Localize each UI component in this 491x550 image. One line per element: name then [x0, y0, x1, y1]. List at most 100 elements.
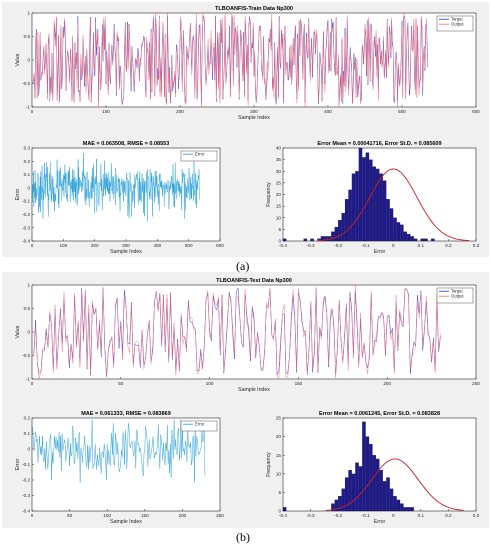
- hist-bar: [369, 159, 373, 242]
- x-tick-label: -0.2: [334, 513, 342, 518]
- x-tick-label: 250: [216, 513, 224, 518]
- y-tick-label: 0: [278, 509, 281, 514]
- y-tick-label: 0: [27, 185, 30, 190]
- chart-title: Error Mean = 0.00041716, Error St.D. = 0…: [317, 141, 441, 147]
- panel-label-b: (b): [236, 530, 250, 544]
- hist-bar: [372, 166, 376, 242]
- legend-label-error: Error: [195, 152, 205, 157]
- x-tick-label: 0: [31, 109, 34, 114]
- x-tick-label: 0.2: [445, 243, 452, 248]
- hist-bar: [424, 238, 428, 242]
- hist-bar: [351, 473, 356, 512]
- y-tick-label: 1: [27, 283, 30, 288]
- hist-bar: [375, 168, 380, 242]
- x-axis-label: Sample Index: [238, 387, 270, 393]
- hist-bar: [403, 507, 407, 512]
- x-tick-label: -0.4: [279, 513, 287, 518]
- x-tick-label: 600: [472, 109, 480, 114]
- series-line-error: [32, 419, 206, 483]
- series-line-error: [32, 153, 200, 222]
- x-tick-label: 0: [392, 243, 395, 248]
- chart-title: TLBOANFIS-Test Data Np300: [216, 278, 292, 284]
- hist-bar: [382, 481, 387, 512]
- x-tick-label: 300: [122, 243, 130, 248]
- hist-bar: [406, 507, 411, 512]
- x-tick-label: 200: [179, 513, 187, 518]
- y-tick-label: -0.3: [22, 225, 30, 230]
- legend-label-error: Error: [195, 422, 205, 427]
- hist-bar: [334, 499, 339, 512]
- y-axis-label: Frequency: [266, 452, 272, 477]
- hist-bar: [365, 152, 370, 242]
- x-tick-label: 200: [91, 243, 99, 248]
- y-tick-label: 20: [276, 434, 282, 439]
- x-tick-label: -0.3: [307, 243, 315, 248]
- y-tick-label: 0.5: [24, 306, 31, 311]
- hist-bar: [334, 226, 339, 242]
- y-tick-label: 15: [276, 204, 282, 209]
- hist-bar: [303, 238, 308, 242]
- series-line-output: [32, 12, 429, 108]
- hist-bar: [341, 213, 345, 242]
- chart-title: MAE = 0.063508, RMSE = 0.08553: [83, 141, 170, 147]
- x-tick-label: -0.1: [362, 243, 370, 248]
- x-tick-label: 200: [383, 381, 391, 386]
- y-tick-label: -1: [26, 377, 31, 382]
- x-tick-label: 400: [324, 109, 332, 114]
- y-tick-label: -0.2: [22, 212, 30, 217]
- y-tick-label: -0.2: [22, 478, 30, 483]
- y-axis-label: Frequency: [266, 182, 272, 207]
- x-tick-label: 500: [185, 243, 193, 248]
- hist-bar: [282, 507, 287, 512]
- hist-bar: [282, 238, 287, 242]
- hist-bar: [400, 224, 404, 242]
- x-tick-label: 250: [472, 381, 480, 386]
- hist-bar: [386, 199, 390, 242]
- hist-bar: [403, 231, 407, 242]
- y-axis-label: Error: [15, 458, 21, 470]
- y-tick-label: 10: [276, 215, 282, 220]
- x-axis-label: Sample Index: [110, 519, 142, 525]
- x-tick-label: 100: [206, 381, 214, 386]
- y-tick-label: 15: [276, 453, 282, 458]
- hist-bar: [320, 236, 325, 242]
- y-tick-label: -1: [26, 105, 31, 110]
- hist-bar: [379, 470, 383, 512]
- hist-bar: [393, 217, 397, 242]
- x-tick-label: 0: [392, 513, 395, 518]
- x-tick-label: 300: [250, 109, 258, 114]
- hist-bar: [351, 173, 356, 242]
- y-tick-label: -0.5: [22, 353, 30, 358]
- x-axis-label: Sample Index: [238, 115, 270, 121]
- hist-bar: [386, 477, 390, 512]
- hist-bar: [317, 238, 321, 242]
- y-tick-label: 20: [276, 192, 282, 197]
- y-axis-label: Error: [15, 188, 21, 200]
- chart-a-error: MAE = 0.063508, RMSE = 0.08553 0 100 200 300…: [15, 141, 224, 255]
- hist-bar: [410, 236, 414, 242]
- hist-bar: [393, 496, 397, 512]
- legend-box: [436, 15, 474, 32]
- hist-bar: [355, 462, 359, 512]
- hist-bar: [344, 199, 349, 242]
- hist-bar: [396, 222, 401, 242]
- hist-bar: [358, 466, 363, 512]
- hist-bar: [389, 208, 394, 242]
- hist-bar: [362, 421, 366, 512]
- y-tick-label: 0.3: [24, 146, 31, 151]
- hist-bar: [362, 157, 366, 242]
- x-tick-label: 150: [141, 513, 149, 518]
- y-tick-label: 30: [276, 169, 282, 174]
- legend-label-output: Output: [451, 294, 464, 299]
- x-tick-label: 0.3: [473, 513, 480, 518]
- chart-a-hist: Error Mean = 0.00041716, Error St.D. = 0…: [266, 141, 480, 255]
- y-tick-label: 0.2: [24, 416, 31, 421]
- x-tick-label: -0.4: [279, 243, 287, 248]
- hist-bar: [331, 231, 335, 242]
- legend-label-target: Target: [451, 289, 463, 294]
- x-axis-label: Sample Index: [110, 249, 142, 255]
- y-tick-label: -0.4: [22, 509, 30, 514]
- x-tick-label: 100: [102, 109, 110, 114]
